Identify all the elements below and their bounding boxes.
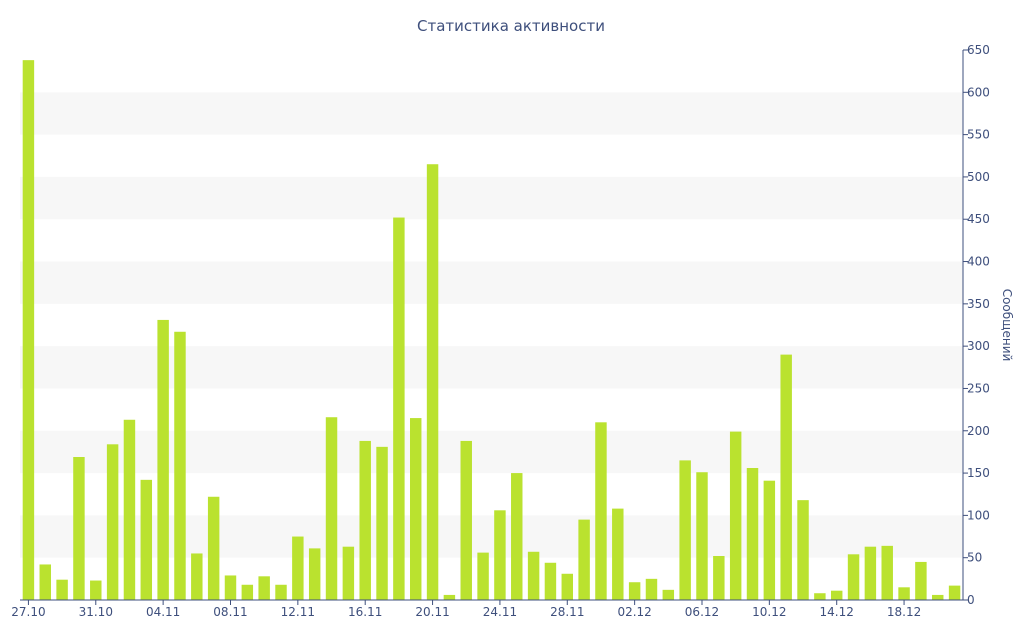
bar-03.11 <box>140 479 153 600</box>
bar-25.11 <box>511 473 523 600</box>
x-tick-label: 02.12 <box>617 605 651 619</box>
bar-15.12 <box>847 554 860 600</box>
bar-21.11 <box>443 594 456 600</box>
bar-03.12 <box>645 578 658 600</box>
bar-14.11 <box>325 417 338 600</box>
bar-29.11 <box>578 519 590 600</box>
bar-12.12 <box>797 500 809 600</box>
y-tick-label: 500 <box>967 170 990 184</box>
bar-12.11 <box>292 536 304 600</box>
y-tick-label: 450 <box>967 212 990 226</box>
bar-05.12 <box>679 460 691 600</box>
bar-08.11 <box>224 575 237 600</box>
y-axis-ticks: 0 50 100 150 200 250 300 350 400 450 500 550 600 650 <box>963 43 990 607</box>
x-tick-label: 14.12 <box>820 605 854 619</box>
x-tick-label: 10.12 <box>752 605 786 619</box>
y-tick-label: 250 <box>967 381 990 395</box>
x-tick-label: 12.11 <box>281 605 315 619</box>
bar-09.12 <box>746 468 759 600</box>
x-tick-label: 04.11 <box>146 605 180 619</box>
grid-band <box>20 92 963 135</box>
bar-26.11 <box>527 551 540 600</box>
y-tick-label: 550 <box>967 128 990 142</box>
bar-06.12 <box>696 472 708 600</box>
bar-02.12 <box>628 582 641 600</box>
bar-28.11 <box>561 573 574 600</box>
bar-04.11 <box>157 319 169 600</box>
y-tick-label: 650 <box>967 43 990 57</box>
bar-19.12 <box>915 561 927 600</box>
bar-16.11 <box>359 440 371 600</box>
y-tick-label: 100 <box>967 508 990 522</box>
bar-23.11 <box>477 552 489 600</box>
bar-05.11 <box>174 331 186 600</box>
bar-30.10 <box>73 457 85 600</box>
bar-10.12 <box>763 480 776 600</box>
y-axis-label: Сообщений <box>1000 289 1014 362</box>
grid-bands <box>20 92 963 558</box>
bar-13.11 <box>308 548 321 600</box>
bar-13.12 <box>814 593 826 600</box>
y-tick-label: 50 <box>967 551 982 565</box>
bar-20.11 <box>426 164 439 600</box>
y-tick-label: 400 <box>967 255 990 269</box>
bar-06.11 <box>191 553 203 600</box>
x-tick-label: 18.12 <box>887 605 921 619</box>
bar-18.11 <box>393 217 405 601</box>
bar-07.11 <box>207 496 220 600</box>
x-tick-label: 08.11 <box>213 605 247 619</box>
bar-09.11 <box>241 584 254 600</box>
bar-11.12 <box>780 354 792 600</box>
x-tick-label: 27.10 <box>11 605 45 619</box>
bar-02.11 <box>123 419 136 600</box>
bar-27.10 <box>22 60 35 600</box>
y-tick-label: 200 <box>967 424 990 438</box>
bar-01.11 <box>106 444 119 600</box>
bar-11.11 <box>275 584 287 600</box>
x-tick-label: 24.11 <box>483 605 517 619</box>
bar-19.11 <box>409 418 422 600</box>
bar-16.12 <box>864 546 877 600</box>
x-tick-label: 31.10 <box>79 605 113 619</box>
bar-14.12 <box>830 590 843 600</box>
y-tick-label: 300 <box>967 339 990 353</box>
bars <box>22 60 961 601</box>
bar-07.12 <box>713 556 725 600</box>
x-axis-ticks: 27.10 31.10 04.11 08.11 12.11 16.11 20.11 24.11… <box>11 600 921 619</box>
bar-17.11 <box>376 446 388 600</box>
bar-15.11 <box>342 546 355 600</box>
bar-27.11 <box>544 562 557 600</box>
bar-18.12 <box>898 587 910 600</box>
chart-title: Статистика активности <box>417 17 605 35</box>
bar-24.11 <box>494 510 506 600</box>
bar-29.10 <box>56 579 68 600</box>
bar-08.12 <box>729 431 742 600</box>
y-tick-label: 350 <box>967 297 990 311</box>
bar-31.10 <box>90 580 102 600</box>
y-tick-label: 150 <box>967 466 990 480</box>
bar-20.12 <box>932 594 944 600</box>
bar-10.11 <box>258 576 270 600</box>
bar-04.12 <box>662 589 675 600</box>
bar-28.10 <box>39 564 51 600</box>
bar-17.12 <box>881 545 893 600</box>
y-tick-label: 0 <box>967 593 975 607</box>
y-tick-label: 600 <box>967 85 990 99</box>
grid-band <box>20 176 963 220</box>
x-tick-label: 28.11 <box>550 605 584 619</box>
bar-22.11 <box>460 440 472 600</box>
x-tick-label: 06.12 <box>685 605 719 619</box>
bar-21.12 <box>948 585 961 600</box>
bar-30.11 <box>595 422 607 600</box>
bar-01.12 <box>612 508 624 600</box>
x-tick-label: 16.11 <box>348 605 382 619</box>
x-tick-label: 20.11 <box>415 605 449 619</box>
grid-band <box>20 261 963 304</box>
